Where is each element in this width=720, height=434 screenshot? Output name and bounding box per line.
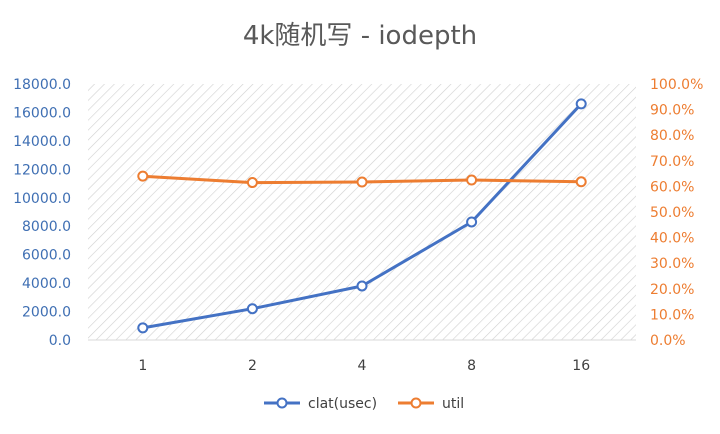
data-point-util [137, 170, 149, 182]
y-right-tick-label: 70.0% [650, 154, 694, 170]
y-right-tick-label: 80.0% [650, 128, 694, 144]
data-point-util [575, 176, 587, 188]
series-layer [137, 98, 587, 334]
data-point-util [466, 174, 478, 186]
legend-label: util [442, 396, 464, 412]
y-left-tick-label: 14000.0 [13, 134, 71, 150]
left-axis: 0.0 2000.0 4000.0 6000.0 8000.0 10000.0 12000.… [13, 77, 71, 349]
data-point-util [356, 176, 368, 188]
y-left-tick-label: 2000.0 [22, 305, 71, 321]
x-tick-label: 2 [248, 358, 257, 374]
legend-marker [410, 397, 422, 409]
y-right-tick-label: 30.0% [650, 256, 694, 272]
y-right-tick-label: 0.0% [650, 333, 686, 349]
y-left-tick-label: 6000.0 [22, 248, 71, 264]
y-right-tick-label: 20.0% [650, 282, 694, 298]
y-right-tick-label: 40.0% [650, 231, 694, 247]
x-tick-label: 8 [467, 358, 476, 374]
data-point-clat [246, 303, 258, 315]
legend-label: clat(usec) [308, 396, 377, 412]
y-right-tick-label: 60.0% [650, 179, 694, 195]
legend-marker [276, 397, 288, 409]
legend: clat(usec) util [264, 396, 464, 412]
plot-area [88, 84, 636, 340]
data-point-clat [466, 216, 478, 228]
y-left-tick-label: 0.0 [49, 333, 71, 349]
y-left-tick-label: 18000.0 [13, 77, 71, 93]
x-axis: 1 2 4 8 16 [138, 358, 590, 374]
right-axis: 0.0% 10.0% 20.0% 30.0% 40.0% 50.0% 60.0% 70.0% 8… [650, 77, 703, 349]
data-point-clat [137, 322, 149, 334]
x-tick-label: 4 [358, 358, 367, 374]
y-right-tick-label: 100.0% [650, 77, 703, 93]
y-left-tick-label: 10000.0 [13, 191, 71, 207]
y-left-tick-label: 8000.0 [22, 219, 71, 235]
y-left-tick-label: 4000.0 [22, 276, 71, 292]
data-point-util [246, 177, 258, 189]
y-right-tick-label: 90.0% [650, 103, 694, 119]
chart-title: 4k随机写 - iodepth [243, 21, 477, 51]
y-right-tick-label: 50.0% [650, 205, 694, 221]
x-tick-label: 16 [572, 358, 590, 374]
data-point-clat [575, 98, 587, 110]
data-point-clat [356, 280, 368, 292]
y-left-tick-label: 16000.0 [13, 105, 71, 121]
y-left-tick-label: 12000.0 [13, 162, 71, 178]
x-tick-label: 1 [138, 358, 147, 374]
y-right-tick-label: 10.0% [650, 307, 694, 323]
